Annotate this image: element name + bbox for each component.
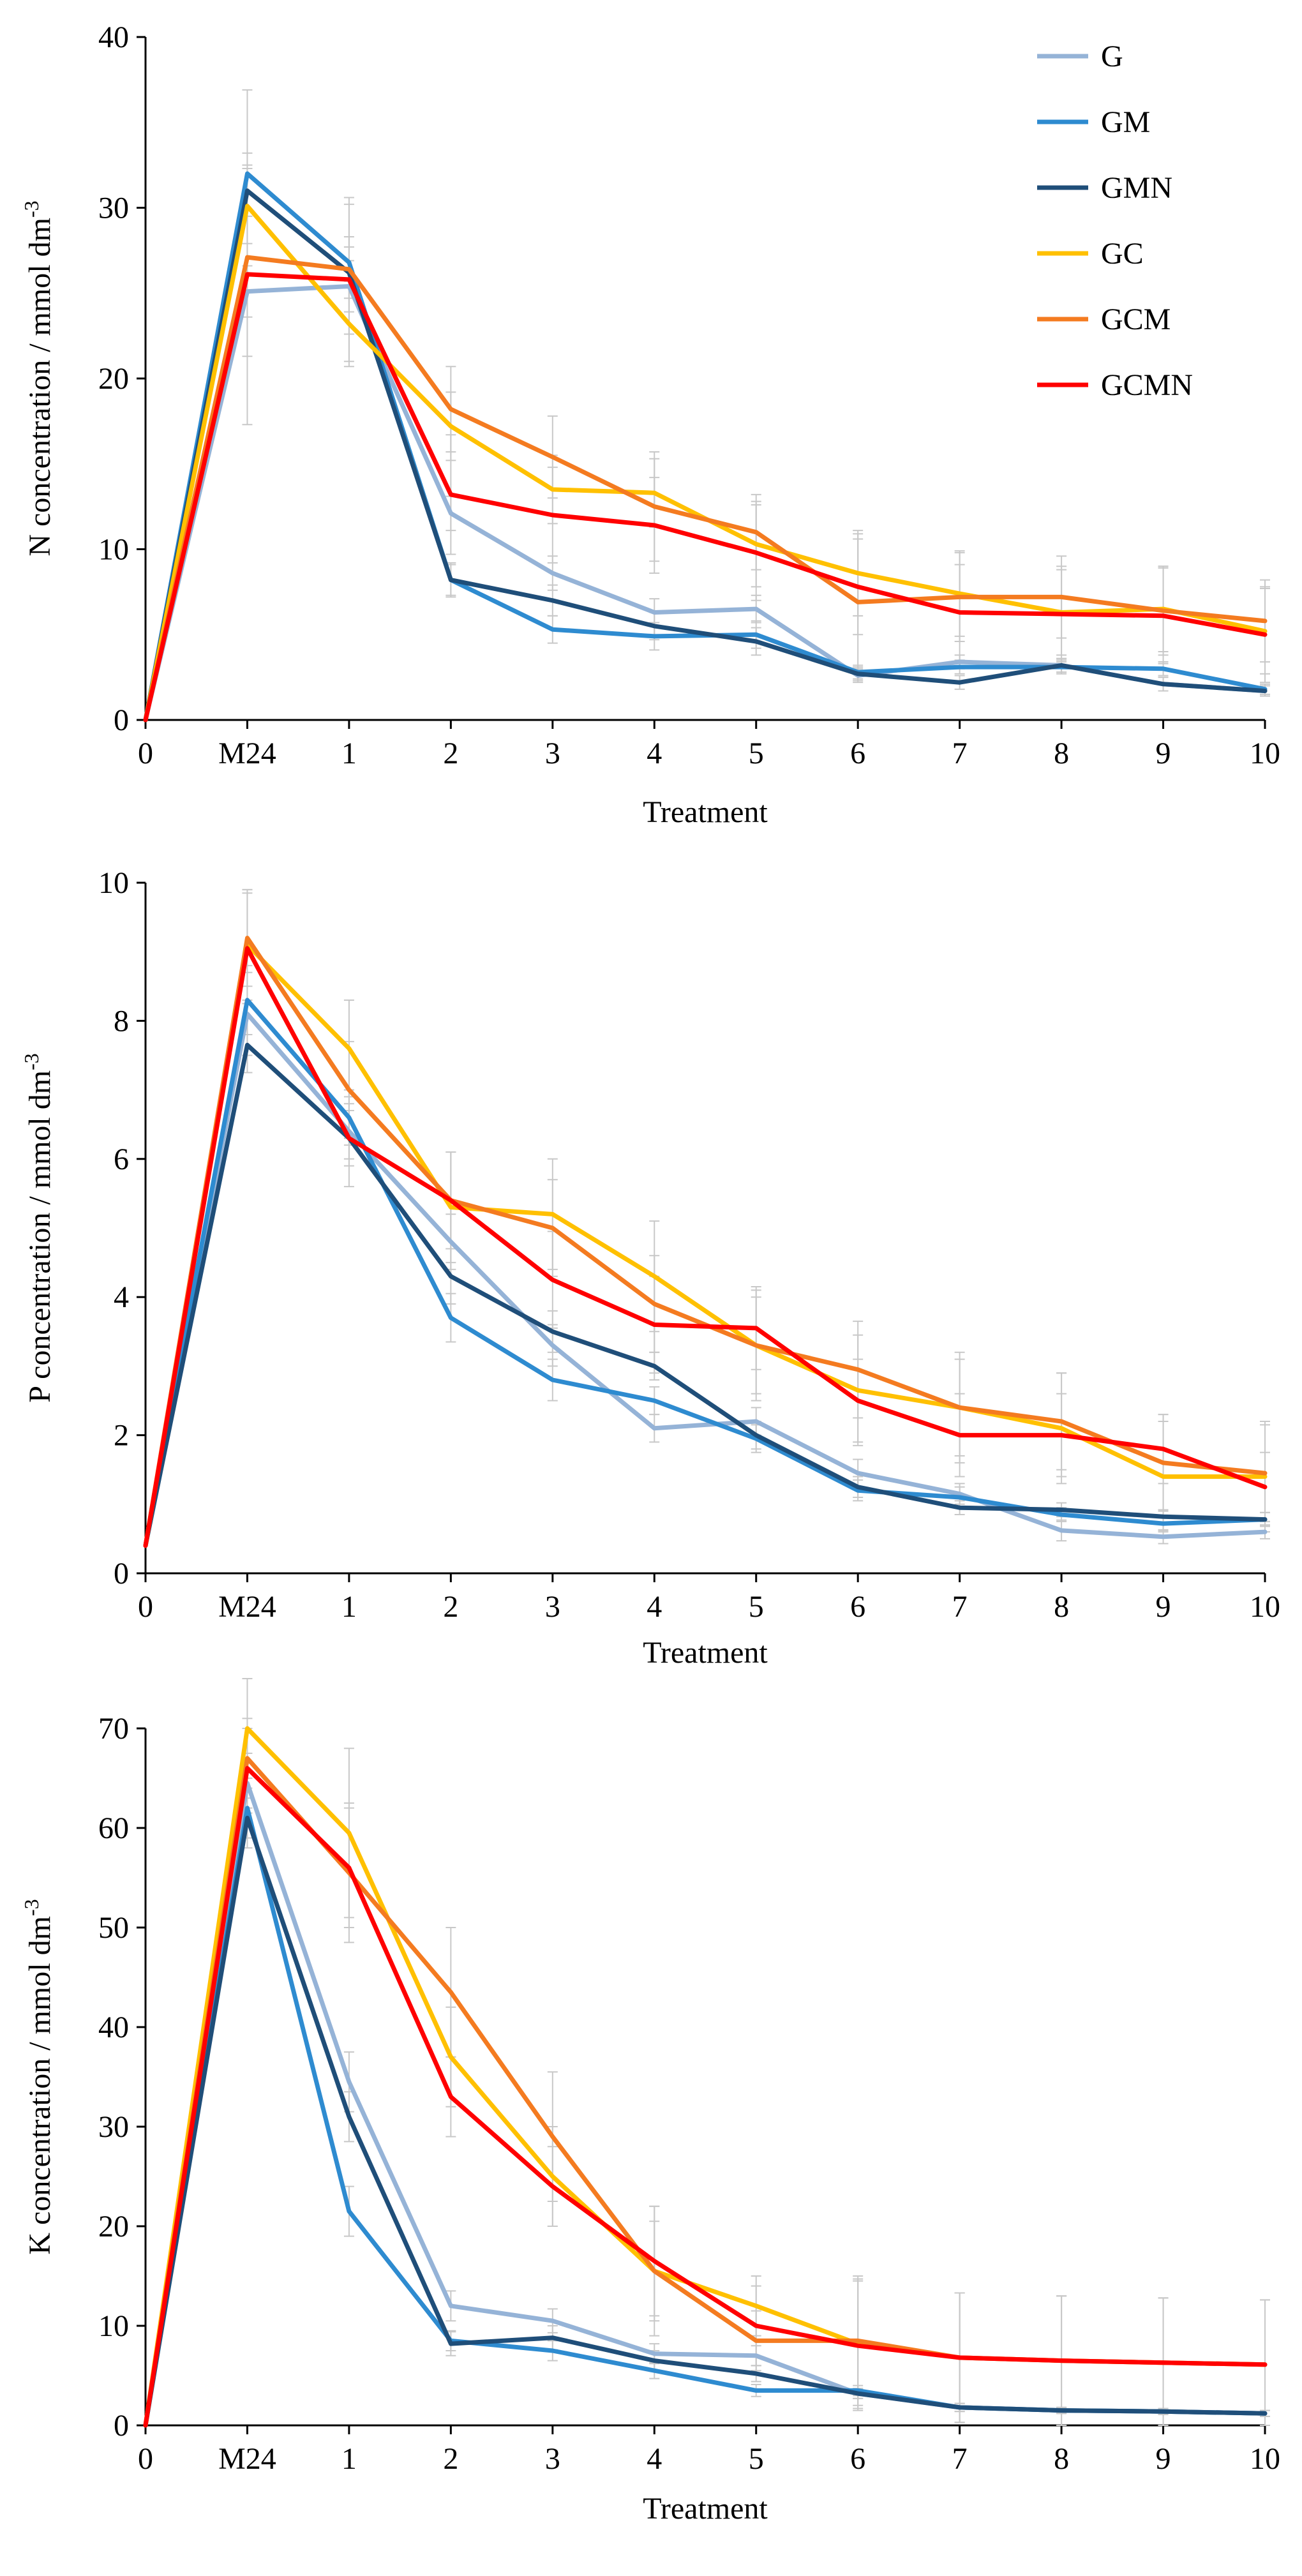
y-tick-label: 0 [114,703,129,737]
x-tick-label: 3 [545,1590,560,1624]
series-line-gcm [143,936,1268,1548]
x-tick-label: M24 [218,737,276,770]
x-tick-label: 3 [545,2442,560,2476]
y-axis-title-text: K concentration / mmol dm [23,1916,57,2255]
series-line-g [143,1012,1268,1548]
x-tick-label: 6 [850,737,865,770]
series-line-gm [143,998,1268,1548]
x-tick-label: 9 [1156,1590,1171,1624]
x-tick-label: 4 [647,737,662,770]
series-line-gcmn [143,272,1268,723]
x-tick-label: 1 [341,1590,357,1624]
x-tick-label: 2 [443,1590,458,1624]
x-tick-label: 5 [749,2442,764,2476]
x-tick-label: 7 [952,737,968,770]
y-axis-title: K concentration / mmol dm-3 [20,1899,57,2254]
y-tick-label: 4 [114,1280,129,1314]
x-tick-label: M24 [218,2442,276,2476]
x-tick-label: 0 [138,737,153,770]
legend-label: GC [1101,237,1144,271]
x-tick-label: M24 [218,1590,276,1624]
y-tick-label: 70 [98,1712,129,1746]
legend-label: G [1101,40,1123,73]
y-tick-label: 50 [98,1911,129,1945]
p-panel: 0 2 4 6 8 10 0 M24 1 2 3 4 5 6 7 8 9 10 Treatment P concent… [20,866,1280,1670]
y-tick-label: 10 [98,866,129,900]
x-tick-label: 2 [443,737,458,770]
series-line-gcmn [143,1765,1268,2428]
x-tick-label: 5 [749,737,764,770]
x-axis-title: Treatment [643,1636,768,1670]
x-tick-label: 4 [647,2442,662,2476]
x-tick-label: 8 [1054,2442,1069,2476]
series-line-gmn [143,188,1268,723]
x-tick-label: 1 [341,737,357,770]
y-axis-title-text: N concentration / mmol dm [23,218,57,557]
series-line-gmn [143,1815,1268,2428]
y-tick-label: 10 [98,533,129,567]
series-line-g [143,284,1268,723]
y-axis-title-superscript: -3 [20,200,43,218]
x-tick-label: 10 [1250,737,1280,770]
x-tick-label: 10 [1250,1590,1280,1624]
legend-label: GCM [1101,303,1171,336]
y-tick-label: 0 [114,1557,129,1591]
y-tick-label: 30 [98,191,129,225]
y-axis-title: P concentration / mmol dm-3 [20,1053,57,1402]
x-tick-label: 7 [952,2442,968,2476]
x-tick-label: 7 [952,1590,968,1624]
y-tick-label: 60 [98,1811,129,1845]
series-line-gm [143,1806,1268,2428]
x-tick-label: 10 [1250,2442,1280,2476]
y-tick-label: 2 [114,1419,129,1453]
y-tick-label: 20 [98,2210,129,2243]
x-tick-label: 1 [341,2442,357,2476]
y-axis-title-text: P concentration / mmol dm [23,1070,57,1403]
x-tick-label: 0 [138,1590,153,1624]
x-tick-label: 6 [850,2442,865,2476]
k-panel: 0 10 20 30 40 50 60 70 0 M24 1 2 3 4 5 6 7 8 9 10 Treatment K… [20,1678,1280,2526]
legend-label: GM [1101,105,1150,139]
legend-label: GMN [1101,171,1172,205]
series-line-gcm [143,255,1268,723]
x-tick-label: 0 [138,2442,153,2476]
y-tick-label: 6 [114,1142,129,1176]
y-tick-label: 40 [98,20,129,54]
x-tick-label: 4 [647,1590,662,1624]
series-line-gm [143,171,1268,723]
series-line-gmn [143,1042,1268,1548]
legend: G GM GMN GC GCM GCMN [1037,40,1193,402]
series-line-gc [143,204,1268,723]
x-axis-title: Treatment [643,2492,768,2526]
x-tick-label: 3 [545,737,560,770]
x-axis-title: Treatment [643,795,768,829]
y-tick-label: 10 [98,2309,129,2343]
x-tick-label: 2 [443,2442,458,2476]
y-axis-title-superscript: -3 [20,1899,43,1916]
y-tick-label: 20 [98,362,129,396]
x-tick-label: 9 [1156,2442,1171,2476]
x-tick-label: 9 [1156,737,1171,770]
y-axis-title: N concentration / mmol dm-3 [20,200,57,556]
x-tick-label: 8 [1054,737,1069,770]
series-line-g [143,1781,1268,2428]
legend-label: GCMN [1101,368,1193,402]
series-line-gcm [143,1756,1268,2428]
y-tick-label: 30 [98,2110,129,2144]
y-tick-label: 8 [114,1004,129,1038]
y-tick-label: 0 [114,2409,129,2443]
x-tick-label: 6 [850,1590,865,1624]
y-tick-label: 40 [98,2011,129,2044]
series-line-gcmn [143,946,1268,1548]
x-tick-label: 5 [749,1590,764,1624]
y-axis-title-superscript: -3 [20,1053,43,1070]
n-panel: 0 10 20 30 40 0 M24 1 2 3 4 5 6 7 8 9 10 Treatment N conce… [20,20,1280,829]
x-tick-label: 8 [1054,1590,1069,1624]
